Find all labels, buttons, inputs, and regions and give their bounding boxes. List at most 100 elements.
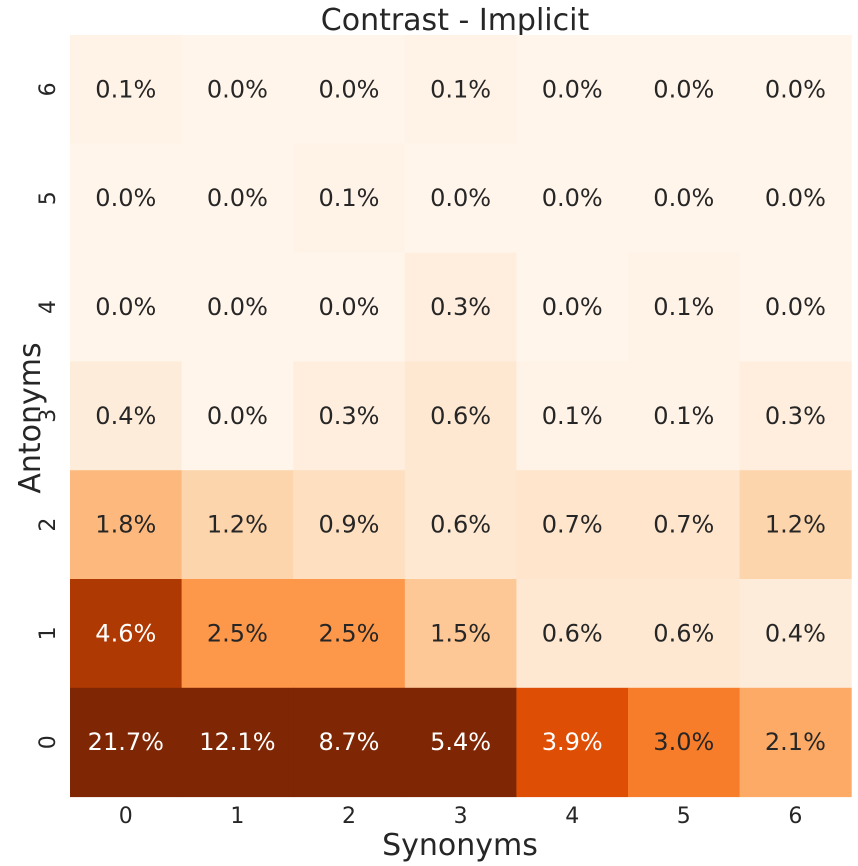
heatmap-cell-r6-c6 [739,687,852,798]
heatmap-cell-r3-c2 [293,361,406,471]
heatmap-cell-r2-c2 [293,252,406,362]
heatmap-cell-r0-c5 [628,35,741,145]
heatmap-cell-r0-c6 [739,35,852,145]
heatmap-cell-r4-c1 [181,470,294,580]
heatmap-cell-r1-c3 [404,143,517,254]
heatmap-cell-label-r0-c5: 0.0% [653,75,714,103]
heatmap-cell-label-r2-c6: 0.0% [765,293,826,321]
heatmap-cell-label-r0-c1: 0.0% [207,75,268,103]
heatmap-cell-r2-c6 [739,252,852,362]
heatmap-cell-label-r6-c3: 5.4% [430,728,491,756]
heatmap-cell-r3-c0 [70,361,183,471]
heatmap-cell-r5-c2 [293,579,406,689]
chart-title: Contrast - Implicit [321,3,590,38]
heatmap-cell-r5-c6 [739,579,852,689]
heatmap-cell-r3-c4 [516,361,629,471]
heatmap-cell-r2-c3 [404,252,517,362]
heatmap-cell-label-r3-c5: 0.1% [653,402,714,430]
heatmap-cell-label-r2-c1: 0.0% [207,293,268,321]
x-tick-label-4: 4 [565,804,579,829]
heatmap-cell-r1-c6 [739,143,852,254]
heatmap-cell-label-r1-c5: 0.0% [653,184,714,212]
heatmap-cell-label-r1-c2: 0.1% [319,184,380,212]
x-tick-label-2: 2 [342,804,356,829]
heatmap-cell-label-r1-c1: 0.0% [207,184,268,212]
heatmap-cell-label-r2-c0: 0.0% [95,293,156,321]
heatmap-cell-label-r3-c0: 0.4% [95,402,156,430]
heatmap-cell-label-r3-c3: 0.6% [430,402,491,430]
heatmap-cell-r0-c3 [404,35,517,145]
heatmap-cell-r5-c5 [628,579,741,689]
heatmap-cell-label-r0-c0: 0.1% [95,75,156,103]
heatmap-cell-label-r4-c6: 1.2% [765,511,826,539]
heatmap-cell-label-r6-c5: 3.0% [653,728,714,756]
heatmap-cell-label-r5-c0: 4.6% [95,619,156,647]
heatmap-cell-label-r4-c2: 0.9% [319,511,380,539]
heatmap-cell-label-r1-c3: 0.0% [430,184,491,212]
heatmap-cell-label-r0-c2: 0.0% [319,75,380,103]
heatmap-cell-label-r1-c4: 0.0% [542,184,603,212]
heatmap-cell-r1-c5 [628,143,741,254]
y-tick-label-2: 2 [36,518,61,532]
heatmap-cell-label-r5-c3: 1.5% [430,619,491,647]
heatmap-cell-label-r5-c2: 2.5% [319,619,380,647]
y-tick-label-4: 4 [36,300,61,314]
heatmap-cell-label-r0-c3: 0.1% [430,75,491,103]
heatmap-cell-r3-c6 [739,361,852,471]
heatmap-cell-label-r5-c6: 0.4% [765,619,826,647]
heatmap-cell-label-r5-c1: 2.5% [207,619,268,647]
heatmap-cell-label-r4-c3: 0.6% [430,511,491,539]
x-tick-label-1: 1 [230,804,244,829]
heatmap-cell-label-r4-c1: 1.2% [207,511,268,539]
heatmap-cell-r6-c5 [628,687,741,798]
heatmap-cell-label-r6-c0: 21.7% [88,728,164,756]
heatmap-cell-r0-c0 [70,35,183,145]
heatmap-cell-label-r5-c5: 0.6% [653,619,714,647]
heatmap-cell-label-r3-c1: 0.0% [207,402,268,430]
heatmap-cell-r1-c2 [293,143,406,254]
heatmap-cell-r6-c1 [181,687,294,798]
heatmap-cell-label-r6-c6: 2.1% [765,728,826,756]
heatmap-cell-r1-c0 [70,143,183,254]
heatmap-cell-r6-c0 [70,687,183,798]
heatmap-cell-r0-c1 [181,35,294,145]
x-axis-label: Synonyms [382,828,538,863]
heatmap-cell-r6-c3 [404,687,517,798]
heatmap-cell-label-r0-c6: 0.0% [765,75,826,103]
heatmap-cell-r2-c0 [70,252,183,362]
x-axis-ticks: 0 1 2 3 4 5 6 [119,804,803,829]
heatmap-cell-label-r5-c4: 0.6% [542,619,603,647]
x-tick-label-5: 5 [677,804,691,829]
heatmap-cell-label-r6-c2: 8.7% [319,728,380,756]
heatmap-cell-r1-c1 [181,143,294,254]
heatmap-cell-label-r0-c4: 0.0% [542,75,603,103]
heatmap-cell-label-r4-c0: 1.8% [95,511,156,539]
heatmap-cell-r4-c5 [628,470,741,580]
y-tick-label-6: 6 [36,82,61,96]
heatmap-cell-label-r6-c4: 3.9% [542,728,603,756]
x-tick-label-3: 3 [454,804,468,829]
heatmap-cell-r6-c2 [293,687,406,798]
heatmap-cell-label-r1-c0: 0.0% [95,184,156,212]
y-tick-label-3: 3 [36,409,61,423]
x-tick-label-6: 6 [788,804,802,829]
heatmap-cell-label-r2-c2: 0.0% [319,293,380,321]
heatmap-cell-r2-c4 [516,252,629,362]
heatmap-cell-label-r3-c4: 0.1% [542,402,603,430]
heatmap-cell-r0-c4 [516,35,629,145]
heatmap-cell-label-r2-c5: 0.1% [653,293,714,321]
heatmap-cell-r1-c4 [516,143,629,254]
x-tick-label-0: 0 [119,804,133,829]
heatmap-cell-r5-c4 [516,579,629,689]
heatmap-cell-r3-c5 [628,361,741,471]
y-tick-label-1: 1 [36,626,61,640]
heatmap-cell-label-r1-c6: 0.0% [765,184,826,212]
heatmap-cell-r4-c6 [739,470,852,580]
y-tick-label-0: 0 [36,735,61,749]
y-axis-label: Antonyms [13,342,48,493]
y-tick-label-5: 5 [36,191,61,205]
heatmap-cell-label-r4-c4: 0.7% [542,511,603,539]
heatmap-cell-label-r2-c3: 0.3% [430,293,491,321]
heatmap-cell-r4-c2 [293,470,406,580]
